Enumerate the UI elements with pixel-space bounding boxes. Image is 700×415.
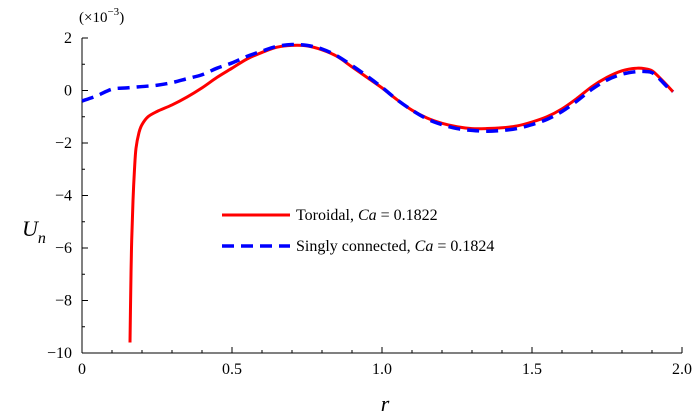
legend-label-param: Ca bbox=[415, 238, 434, 255]
y-tick-label: 0 bbox=[64, 83, 72, 100]
y-tick-label: 2 bbox=[64, 30, 72, 47]
legend-label-suffix: = 0.1824 bbox=[433, 238, 494, 255]
legend-label-singly-connected: Singly connected, Ca = 0.1824 bbox=[296, 238, 494, 255]
x-axis-label: r bbox=[381, 391, 390, 415]
x-tick-label: 2.0 bbox=[672, 361, 692, 378]
y-tick-label: −8 bbox=[55, 293, 72, 310]
y-tick-label: −10 bbox=[47, 345, 72, 362]
legend-label-suffix: = 0.1822 bbox=[377, 207, 438, 224]
y-tick-label: −4 bbox=[55, 188, 72, 205]
y-multiplier-exponent: −3 bbox=[107, 6, 119, 18]
x-tick-label: 1.5 bbox=[522, 361, 542, 378]
legend-label-toroidal: Toroidal, Ca = 0.1822 bbox=[296, 207, 438, 224]
legend: Toroidal, Ca = 0.1822 Singly connected, C… bbox=[222, 207, 494, 255]
y-tick-label: −6 bbox=[55, 240, 72, 257]
y-tick-label: −2 bbox=[55, 135, 72, 152]
x-tick-label: 0 bbox=[78, 361, 86, 378]
x-tick-label: 0.5 bbox=[222, 361, 242, 378]
series-line-singly-connected bbox=[81, 42, 675, 133]
series-line-toroidal bbox=[128, 43, 675, 343]
legend-label-prefix: Toroidal, bbox=[296, 207, 358, 224]
legend-label-prefix: Singly connected, bbox=[296, 238, 415, 255]
y-axis-label-sub: n bbox=[38, 230, 46, 247]
y-axis-label: Un bbox=[22, 216, 46, 247]
y-multiplier-base: (×10 bbox=[79, 10, 107, 26]
y-multiplier-close: ) bbox=[119, 10, 124, 26]
plot-area bbox=[81, 42, 675, 343]
x-tick-label: 1.0 bbox=[372, 361, 392, 378]
y-multiplier-label: (×10−3) bbox=[79, 6, 124, 26]
y-axis-label-main: U bbox=[22, 216, 40, 241]
axes: 0 0.5 1.0 1.5 2.0 2 0 −2 −4 −6 −8 −10 (×10−3) r Un bbox=[22, 6, 692, 415]
legend-label-param: Ca bbox=[358, 207, 377, 224]
